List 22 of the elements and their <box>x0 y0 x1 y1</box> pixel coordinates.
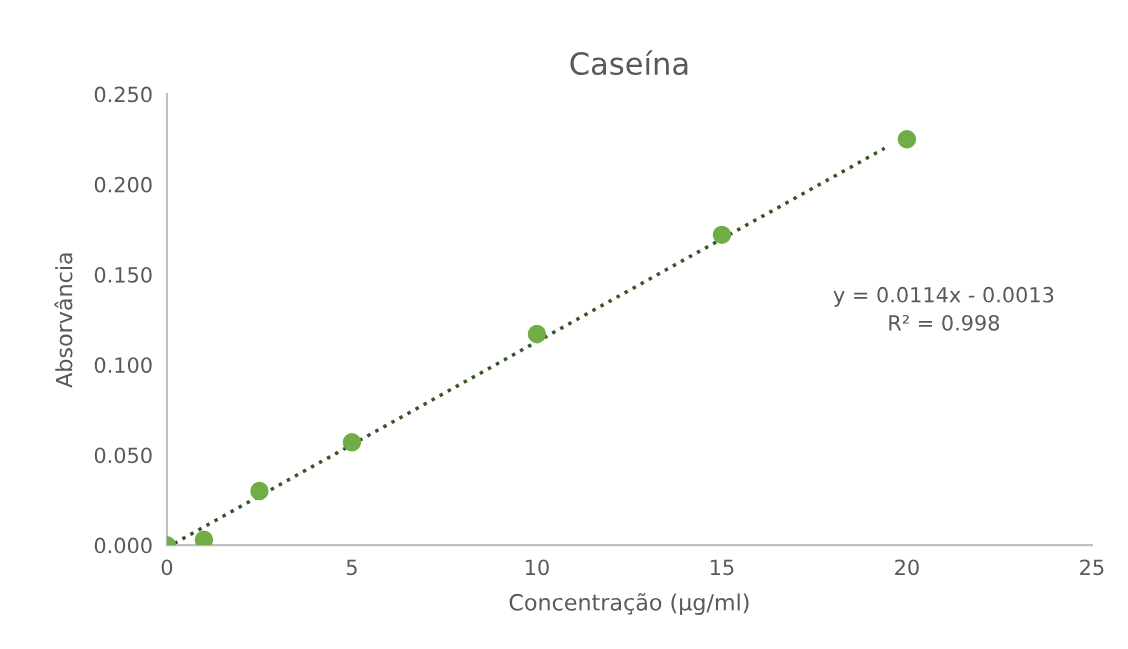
x-tick-label: 20 <box>895 559 919 576</box>
x-tick-label: 10 <box>525 559 549 576</box>
point <box>194 530 214 546</box>
point <box>342 433 362 452</box>
point <box>712 225 732 245</box>
x-tick-label: 5 <box>346 559 357 576</box>
x-tick-label: 15 <box>710 559 734 576</box>
y-tick-label: 0.250 <box>94 86 152 103</box>
y-tick-label: 0.000 <box>94 537 152 554</box>
x-tick-label: 0 <box>161 559 173 576</box>
point <box>250 481 269 501</box>
y-tick-label: 0.200 <box>94 176 152 193</box>
y-tick-label: 0.100 <box>94 357 152 373</box>
point <box>527 324 547 344</box>
x-tick-label: 25 <box>1080 559 1104 576</box>
y-tick-label: 0.150 <box>94 266 152 283</box>
annotation: y = 0.0114x - 0.0013 R² = 0.998 <box>833 286 1054 331</box>
y-tick-label: 0.050 <box>94 447 152 464</box>
chart-title: Caseína <box>570 50 688 76</box>
x-axis-title: Concentração (µg/ml) <box>509 593 749 615</box>
y-axis-title: Absorvância <box>54 253 73 388</box>
point <box>897 130 917 149</box>
